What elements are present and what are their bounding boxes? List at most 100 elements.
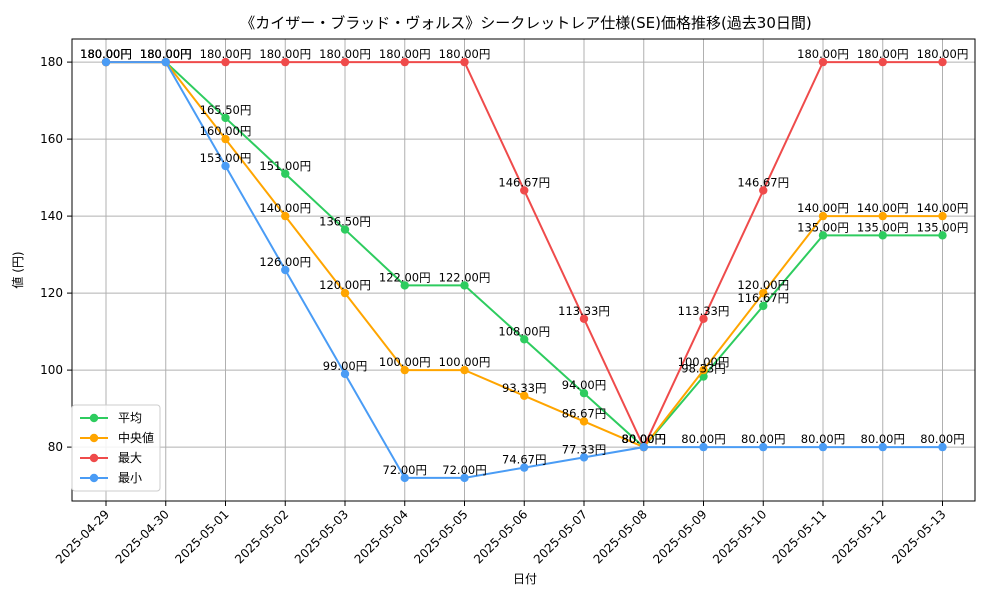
legend-label: 最大 xyxy=(118,451,142,465)
data-label: 180.00円 xyxy=(200,47,252,61)
data-label: 77.33円 xyxy=(562,442,606,456)
data-label: 72.00円 xyxy=(383,463,427,477)
legend-marker xyxy=(89,453,99,463)
data-point xyxy=(340,288,350,298)
data-label: 151.00円 xyxy=(259,159,311,173)
data-label: 135.00円 xyxy=(857,220,909,234)
data-label: 80.00円 xyxy=(920,432,964,446)
data-point xyxy=(460,57,469,67)
data-point xyxy=(938,211,947,221)
series-3 xyxy=(101,57,947,452)
data-label: 116.67円 xyxy=(737,291,789,305)
y-tick-label: 100 xyxy=(40,363,63,377)
data-label: 80.00円 xyxy=(622,432,666,446)
data-point xyxy=(460,281,469,290)
data-point xyxy=(340,225,350,234)
data-label: 122.00円 xyxy=(439,270,491,284)
x-tick-label: 2025-05-12 xyxy=(830,507,889,566)
data-point xyxy=(759,288,768,298)
x-axis-ticks: 2025-04-29 2025-04-30 2025-05-01 2025-05-02… xyxy=(53,501,949,566)
data-label: 100.00円 xyxy=(379,355,431,369)
data-label: 140.00円 xyxy=(857,201,909,215)
series-2 xyxy=(101,57,947,452)
data-label: 120.00円 xyxy=(737,278,789,292)
data-point xyxy=(281,211,290,221)
data-point xyxy=(699,314,708,323)
data-point xyxy=(221,57,230,67)
data-label: 180.00円 xyxy=(140,47,192,61)
data-label: 122.00円 xyxy=(379,270,431,284)
data-point xyxy=(400,365,409,375)
data-point xyxy=(281,169,290,178)
x-tick-label: 2025-05-13 xyxy=(889,507,948,566)
data-label: 80.00円 xyxy=(622,432,666,446)
data-label: 180.00円 xyxy=(857,47,909,61)
legend-label: 中央値 xyxy=(118,430,154,445)
data-point xyxy=(520,186,529,195)
data-label: 72.00円 xyxy=(442,463,486,477)
data-label: 180.00円 xyxy=(319,47,371,61)
data-label: 180.00円 xyxy=(439,47,491,61)
y-tick-label: 120 xyxy=(40,286,63,300)
data-label: 94.00円 xyxy=(562,378,606,392)
x-tick-label: 2025-05-11 xyxy=(770,507,829,566)
legend-box xyxy=(71,404,161,492)
data-label: 93.33円 xyxy=(502,381,546,395)
data-label: 80.00円 xyxy=(681,432,725,446)
data-label: 180.00円 xyxy=(140,47,192,61)
legend-label: 最小 xyxy=(118,471,142,485)
data-label: 99.00円 xyxy=(323,359,367,373)
data-label: 135.00円 xyxy=(797,220,849,234)
data-label: 80.00円 xyxy=(622,432,666,446)
data-point xyxy=(520,391,529,400)
data-point xyxy=(818,231,828,240)
data-label: 100.00円 xyxy=(678,355,730,369)
data-point xyxy=(579,417,589,426)
series-4 xyxy=(101,57,947,483)
data-label: 113.33円 xyxy=(678,304,730,318)
y-tick-label: 80 xyxy=(48,440,63,454)
data-label: 146.67円 xyxy=(737,175,789,189)
data-label: 180.00円 xyxy=(80,47,132,61)
data-label: 180.00円 xyxy=(379,47,431,61)
data-label: 180.00円 xyxy=(80,47,132,61)
data-label: 180.00円 xyxy=(917,47,969,61)
data-label: 140.00円 xyxy=(797,201,849,215)
data-point xyxy=(579,314,589,323)
data-point xyxy=(400,57,409,67)
data-label: 80.00円 xyxy=(622,432,666,446)
data-point xyxy=(699,442,708,452)
data-point xyxy=(101,57,111,67)
data-label: 86.67円 xyxy=(562,406,606,420)
data-point xyxy=(818,211,828,221)
y-tick-label: 160 xyxy=(40,132,63,146)
data-point xyxy=(221,113,230,123)
y-tick-label: 140 xyxy=(40,209,63,223)
x-tick-label: 2025-05-09 xyxy=(650,507,709,566)
data-point xyxy=(579,389,589,398)
legend-marker xyxy=(89,433,99,443)
data-label: 80.00円 xyxy=(801,432,845,446)
x-tick-label: 2025-05-03 xyxy=(292,507,351,566)
data-label: 100.00円 xyxy=(439,355,491,369)
data-label: 140.00円 xyxy=(917,201,969,215)
legend-marker xyxy=(89,473,99,483)
x-tick-label: 2025-04-30 xyxy=(113,507,172,566)
data-label: 180.00円 xyxy=(80,47,132,61)
data-point xyxy=(281,57,290,67)
plot-frame xyxy=(71,38,976,502)
data-point xyxy=(878,211,887,221)
data-point xyxy=(221,134,230,144)
data-point xyxy=(878,231,887,240)
x-tick-label: 2025-05-04 xyxy=(352,507,411,566)
data-label: 180.00円 xyxy=(80,47,132,61)
data-point xyxy=(520,463,529,472)
x-tick-label: 2025-05-10 xyxy=(710,507,769,566)
data-label: 80.00円 xyxy=(861,432,905,446)
y-axis-label: 値 (円) xyxy=(10,251,25,288)
data-point xyxy=(340,57,350,67)
data-point xyxy=(221,161,230,171)
data-point xyxy=(400,473,409,483)
